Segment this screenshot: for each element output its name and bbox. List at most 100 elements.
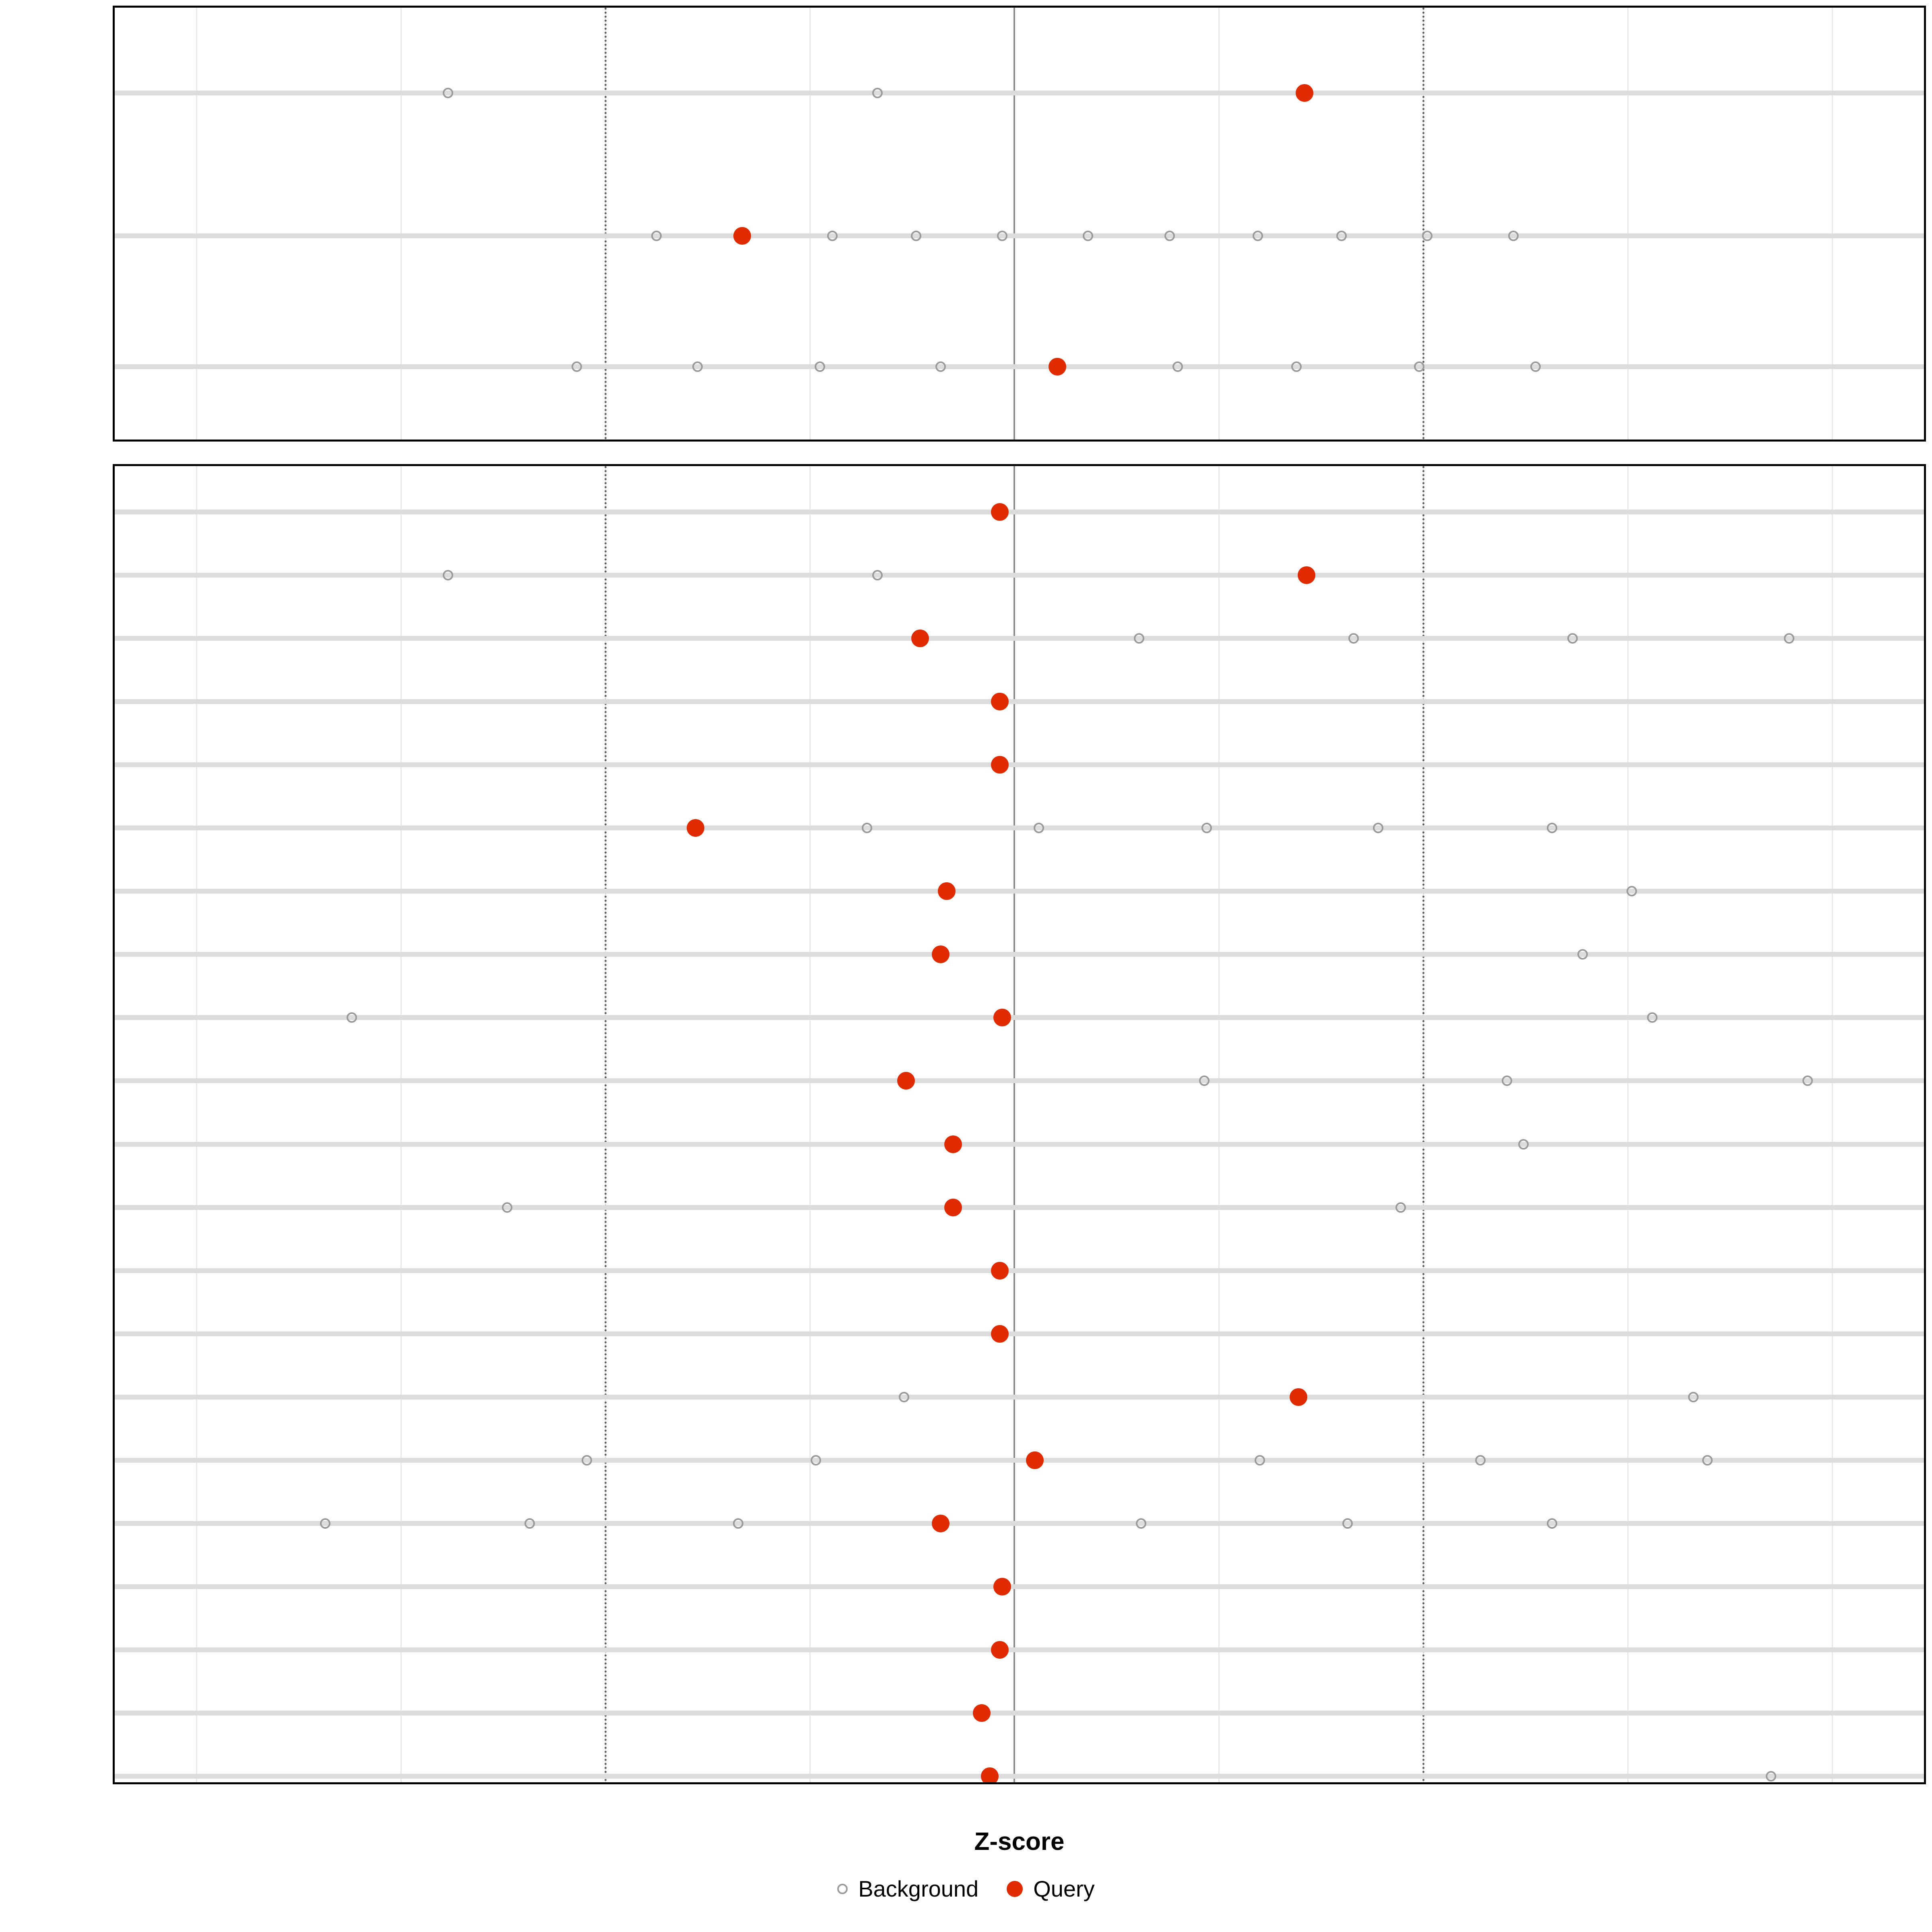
background-point [1252, 231, 1263, 241]
background-point [911, 231, 922, 241]
query-point [972, 1704, 991, 1722]
background-point [872, 570, 883, 581]
vertical-gridline [196, 8, 197, 440]
panel-class-level: CBMGHGT [113, 6, 1926, 442]
row-gridline [115, 1078, 1924, 1084]
background-point [1577, 949, 1588, 960]
row-gridline [115, 1205, 1924, 1210]
background-point [1784, 633, 1795, 644]
background-point [320, 1518, 331, 1529]
query-point [1298, 566, 1316, 584]
x-axis-title: Z-score [974, 1828, 1065, 1856]
row-gridline [115, 952, 1924, 957]
query-point [1290, 1388, 1308, 1406]
filled-circle-icon [1007, 1880, 1023, 1897]
plot-area-class-level: CBMGHGT [115, 8, 1924, 440]
background-point [1530, 361, 1541, 372]
background-point [1164, 231, 1175, 241]
threshold-line [604, 8, 607, 440]
row-gridline [115, 1457, 1924, 1463]
query-point [991, 693, 1009, 711]
row-gridline [115, 1015, 1924, 1020]
row-gridline [115, 1774, 1924, 1779]
background-point [935, 361, 946, 372]
background-point [1033, 823, 1044, 834]
row-gridline [115, 636, 1924, 641]
vertical-gridline [196, 466, 197, 1782]
query-point [911, 630, 929, 648]
vertical-gridline [1831, 8, 1833, 440]
row-gridline [115, 1331, 1924, 1336]
background-point [1518, 1139, 1529, 1150]
background-point [1373, 823, 1384, 834]
query-point [944, 1198, 962, 1216]
background-point [1688, 1391, 1699, 1402]
query-point [1048, 358, 1066, 376]
background-point [1547, 823, 1558, 834]
row-gridline [115, 1647, 1924, 1652]
threshold-line [1422, 466, 1424, 1782]
query-point [733, 227, 751, 245]
vertical-gridline [400, 8, 402, 440]
background-point [1291, 361, 1302, 372]
background-point [1802, 1075, 1813, 1086]
background-point [1254, 1455, 1265, 1466]
legend-entry-background: Background [837, 1876, 978, 1902]
query-point [991, 756, 1009, 774]
legend-label-query: Query [1033, 1876, 1095, 1901]
panel-family-level: CBM48CBM50GH3GH5GH9GH13GH30GH31GH32GH43G… [113, 464, 1926, 1784]
vertical-gridline [1627, 8, 1629, 440]
background-point [1342, 1518, 1353, 1529]
query-point [1296, 84, 1314, 102]
background-point [862, 823, 873, 834]
background-point [1702, 1455, 1713, 1466]
legend: Background Query [0, 1876, 1932, 1902]
background-point [1395, 1202, 1406, 1213]
query-point [938, 882, 956, 900]
background-point [1502, 1075, 1513, 1086]
vertical-gridline [1218, 8, 1220, 440]
background-point [1627, 886, 1637, 897]
vertical-gridline [1218, 466, 1220, 1782]
background-point [1201, 823, 1212, 834]
background-point [524, 1518, 535, 1529]
row-gridline [115, 1710, 1924, 1715]
background-point [815, 361, 826, 372]
background-point [827, 231, 838, 241]
background-point [442, 570, 453, 581]
query-point [944, 1135, 962, 1153]
row-gridline [115, 1268, 1924, 1273]
background-point [1348, 633, 1359, 644]
background-point [811, 1455, 822, 1466]
background-point [1199, 1075, 1210, 1086]
query-point [897, 1072, 915, 1090]
legend-label-background: Background [858, 1876, 979, 1901]
query-point [991, 1325, 1009, 1343]
query-point [932, 1514, 950, 1532]
query-point [991, 503, 1009, 521]
background-point [1508, 231, 1519, 241]
vertical-gridline [1013, 8, 1015, 440]
background-point [898, 1391, 909, 1402]
vertical-gridline [1627, 466, 1629, 1782]
vertical-gridline [400, 466, 402, 1782]
plot-area-family-level: CBM48CBM50GH3GH5GH9GH13GH30GH31GH32GH43G… [115, 466, 1924, 1782]
background-point [651, 231, 662, 241]
legend-entry-query: Query [1007, 1876, 1095, 1902]
open-circle-icon [837, 1883, 848, 1894]
row-gridline [115, 1584, 1924, 1589]
threshold-line [604, 466, 607, 1782]
background-point [997, 231, 1007, 241]
background-point [733, 1518, 744, 1529]
row-gridline [115, 762, 1924, 768]
background-point [582, 1455, 592, 1466]
query-point [991, 1261, 1009, 1280]
vertical-gridline [809, 8, 811, 440]
background-point [1082, 231, 1093, 241]
row-gridline [115, 1141, 1924, 1147]
background-point [1475, 1455, 1486, 1466]
row-gridline [115, 1394, 1924, 1399]
row-gridline [115, 573, 1924, 578]
row-gridline [115, 364, 1924, 369]
